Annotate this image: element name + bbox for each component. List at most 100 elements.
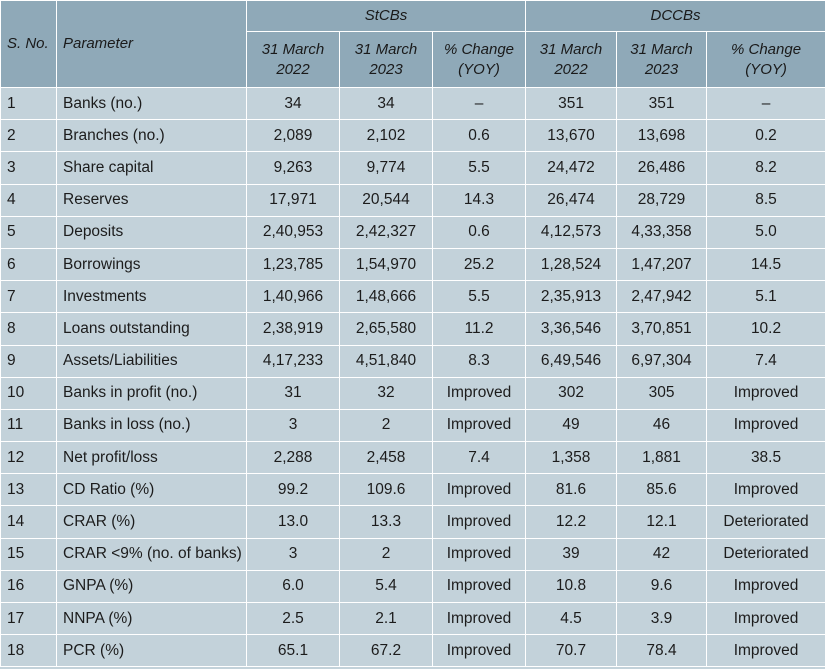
cell-stcbs-change: Improved <box>431 408 527 443</box>
cell-dccbs-2023: 2,47,942 <box>616 280 708 314</box>
cell-parameter: Assets/Liabilities <box>56 344 247 378</box>
cell-dccbs-2023: 4,33,358 <box>616 215 708 249</box>
table-row: 13 CD Ratio (%) 99.2 109.6 Improved 81.6 85.6 I… <box>0 473 825 507</box>
cell-dccbs-2023: 26,486 <box>616 151 708 185</box>
cell-sno: 14 <box>0 505 57 539</box>
cell-dccbs-2023: 12.1 <box>616 505 708 539</box>
cell-dccbs-2022: 81.6 <box>525 473 618 507</box>
table-row: 15 CRAR <9% (no. of banks) 3 2 Improved 39 42 D… <box>0 537 825 571</box>
table-row: 7 Investments 1,40,966 1,48,666 5.5 2,35,913 2… <box>0 280 825 314</box>
cell-stcbs-change: Improved <box>431 376 527 410</box>
header-group-dccbs: DCCBs <box>525 0 825 32</box>
cell-parameter: Branches (no.) <box>56 119 247 153</box>
cell-parameter: Banks in loss (no.) <box>56 408 247 443</box>
cell-sno: 15 <box>0 537 57 571</box>
cell-sno: 9 <box>0 344 57 378</box>
cell-stcbs-change: Improved <box>431 601 527 636</box>
cell-stcbs-2022: 1,40,966 <box>246 280 340 314</box>
cell-stcbs-2023: 13.3 <box>339 505 433 539</box>
cell-sno: 6 <box>0 247 57 282</box>
cell-dccbs-change: 7.4 <box>706 344 825 378</box>
table-header: S. No. Parameter StCBs DCCBs 31 March 20… <box>0 0 825 88</box>
cell-stcbs-2022: 4,17,233 <box>246 344 340 378</box>
table-row: 14 CRAR (%) 13.0 13.3 Improved 12.2 12.1 Deteri… <box>0 505 825 539</box>
cell-parameter: GNPA (%) <box>56 569 247 604</box>
table-row: 8 Loans outstanding 2,38,919 2,65,580 11.2 3,… <box>0 312 825 346</box>
table-row: 12 Net profit/loss 2,288 2,458 7.4 1,358 1,881… <box>0 441 825 475</box>
table-row: 2 Branches (no.) 2,089 2,102 0.6 13,670 13,698… <box>0 119 825 153</box>
cell-dccbs-2022: 351 <box>525 86 618 121</box>
cell-dccbs-2022: 49 <box>525 408 618 443</box>
cell-dccbs-2023: 6,97,304 <box>616 344 708 378</box>
cell-dccbs-2022: 13,670 <box>525 119 618 153</box>
cell-dccbs-2023: 1,47,207 <box>616 247 708 282</box>
cell-stcbs-2023: 1,48,666 <box>339 280 433 314</box>
cell-stcbs-2022: 99.2 <box>246 473 340 507</box>
cell-dccbs-change: 5.1 <box>706 280 825 314</box>
cell-dccbs-change: – <box>706 86 825 121</box>
cell-dccbs-change: Improved <box>706 569 825 604</box>
cell-stcbs-2022: 13.0 <box>246 505 340 539</box>
cell-parameter: Deposits <box>56 215 247 249</box>
cell-dccbs-change: Improved <box>706 376 825 410</box>
cell-parameter: CRAR (%) <box>56 505 247 539</box>
cell-dccbs-change: 38.5 <box>706 441 825 475</box>
cell-stcbs-2022: 2,40,953 <box>246 215 340 249</box>
cell-dccbs-2022: 26,474 <box>525 183 618 217</box>
cell-dccbs-2023: 13,698 <box>616 119 708 153</box>
cell-dccbs-change: 14.5 <box>706 247 825 282</box>
cell-dccbs-2022: 4.5 <box>525 601 618 636</box>
table-row: 16 GNPA (%) 6.0 5.4 Improved 10.8 9.6 Improved <box>0 569 825 604</box>
header-sno: S. No. <box>0 0 57 88</box>
cell-stcbs-2023: 34 <box>339 86 433 121</box>
cell-dccbs-2022: 1,358 <box>525 441 618 475</box>
cell-dccbs-2023: 1,881 <box>616 441 708 475</box>
cell-stcbs-2023: 2 <box>339 537 433 571</box>
cell-parameter: CRAR <9% (no. of banks) <box>56 537 247 571</box>
cell-stcbs-2022: 31 <box>246 376 340 410</box>
cell-stcbs-change: Improved <box>431 473 527 507</box>
cell-stcbs-change: Improved <box>431 634 527 668</box>
cell-parameter: Net profit/loss <box>56 441 247 475</box>
header-dccbs-2022: 31 March 2022 <box>525 31 618 88</box>
cell-dccbs-2023: 3,70,851 <box>616 312 708 346</box>
cell-stcbs-2023: 1,54,970 <box>339 247 433 282</box>
cell-dccbs-change: Deteriorated <box>706 505 825 539</box>
cell-stcbs-change: Improved <box>431 537 527 571</box>
cell-dccbs-2022: 1,28,524 <box>525 247 618 282</box>
cell-stcbs-2023: 32 <box>339 376 433 410</box>
cell-dccbs-2022: 3,36,546 <box>525 312 618 346</box>
cell-dccbs-2022: 2,35,913 <box>525 280 618 314</box>
cell-stcbs-change: 5.5 <box>431 280 527 314</box>
cell-dccbs-change: Improved <box>706 601 825 636</box>
table-row: 5 Deposits 2,40,953 2,42,327 0.6 4,12,573 4,33… <box>0 215 825 249</box>
cell-dccbs-2023: 305 <box>616 376 708 410</box>
cell-sno: 18 <box>0 634 57 668</box>
cell-dccbs-2023: 46 <box>616 408 708 443</box>
header-row-periods: 31 March 2022 31 March 2023 % Change (YO… <box>1 31 825 88</box>
table-row: 1 Banks (no.) 34 34–351 351– <box>0 86 825 121</box>
cell-stcbs-2022: 2,089 <box>246 119 340 153</box>
cell-dccbs-2023: 28,729 <box>616 183 708 217</box>
cell-sno: 2 <box>0 119 57 153</box>
cell-sno: 12 <box>0 441 57 475</box>
table-body: 1 Banks (no.) 34 34–351 351–2 Branches (no.) 2… <box>0 86 825 668</box>
cell-sno: 11 <box>0 408 57 443</box>
cell-stcbs-2022: 6.0 <box>246 569 340 604</box>
cell-parameter: Loans outstanding <box>56 312 247 346</box>
cell-stcbs-2022: 65.1 <box>246 634 340 668</box>
cell-stcbs-change: – <box>431 86 527 121</box>
cell-dccbs-2022: 10.8 <box>525 569 618 604</box>
cell-sno: 4 <box>0 183 57 217</box>
cell-dccbs-2023: 3.9 <box>616 601 708 636</box>
cell-stcbs-2023: 9,774 <box>339 151 433 185</box>
cell-dccbs-2022: 4,12,573 <box>525 215 618 249</box>
cell-parameter: Share capital <box>56 151 247 185</box>
cell-sno: 1 <box>0 86 57 121</box>
cell-dccbs-change: 8.2 <box>706 151 825 185</box>
cell-stcbs-2022: 2,38,919 <box>246 312 340 346</box>
table-row: 17 NNPA (%) 2.5 2.1 Improved 4.5 3.9 Improved <box>0 601 825 636</box>
cell-dccbs-2023: 9.6 <box>616 569 708 604</box>
cell-stcbs-change: 25.2 <box>431 247 527 282</box>
